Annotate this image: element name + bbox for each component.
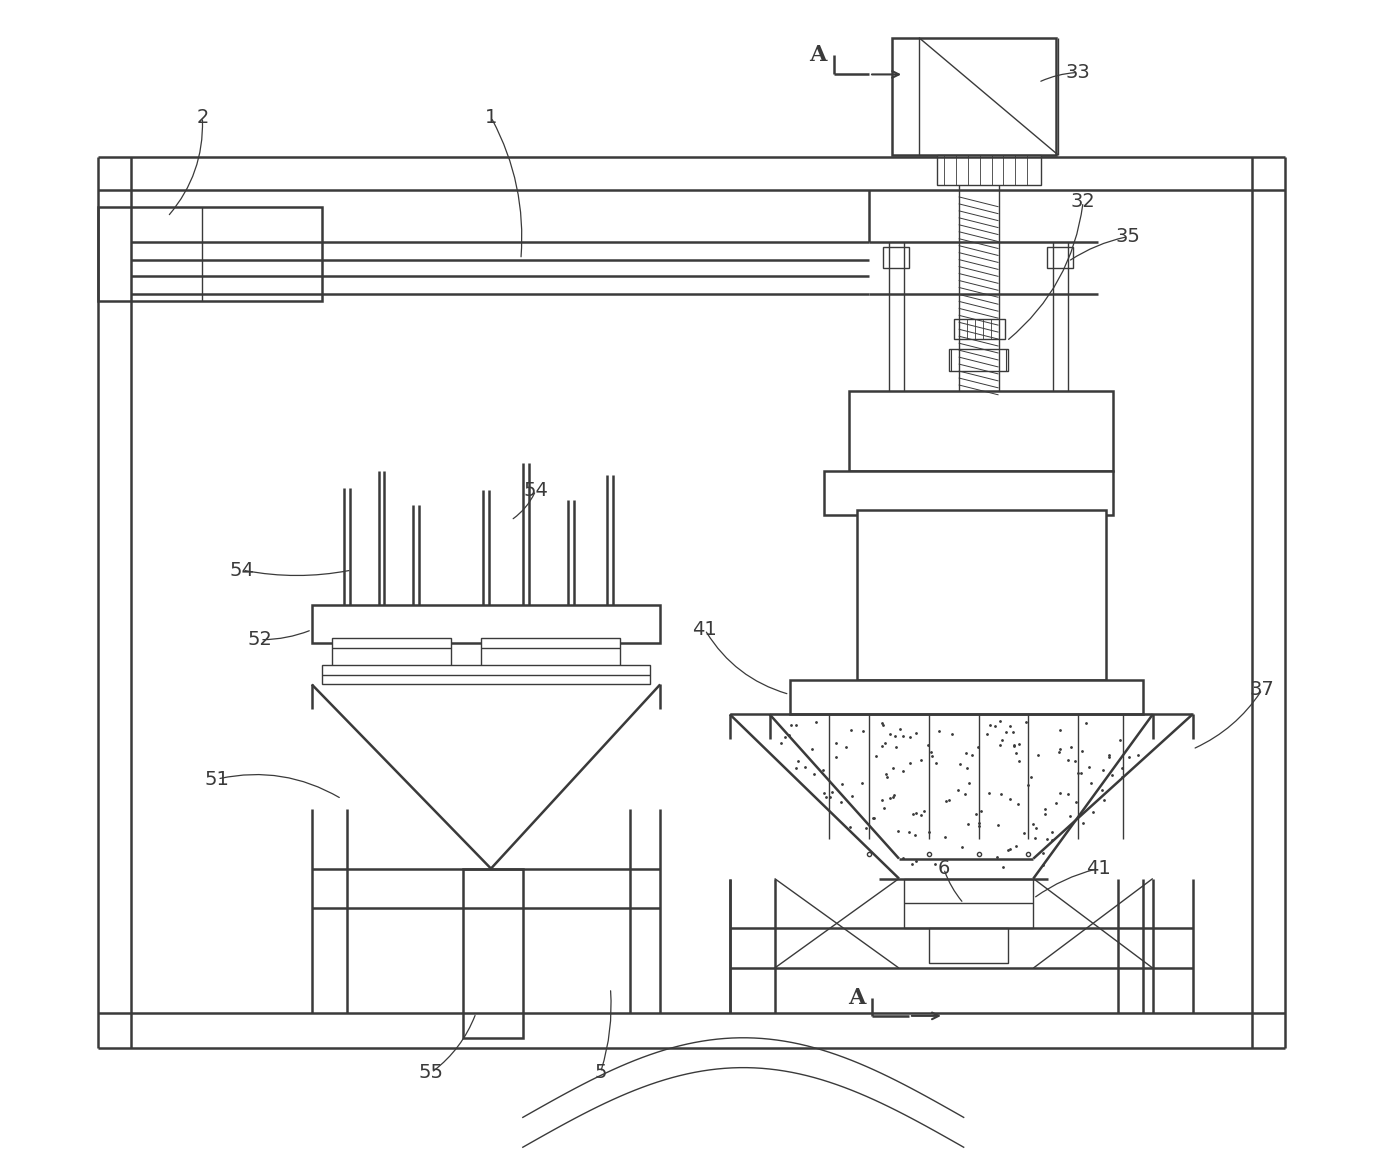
Text: 33: 33 xyxy=(1066,63,1090,82)
Bar xyxy=(332,638,451,668)
Bar xyxy=(954,319,1006,339)
Text: 54: 54 xyxy=(524,481,549,500)
Bar xyxy=(322,664,650,685)
Text: 37: 37 xyxy=(1249,680,1274,699)
Bar xyxy=(883,247,909,269)
Bar xyxy=(929,928,1009,963)
Bar xyxy=(904,879,1034,928)
Bar xyxy=(857,511,1106,679)
Text: 5: 5 xyxy=(594,1063,607,1083)
Bar xyxy=(891,38,1056,155)
Text: 41: 41 xyxy=(1086,859,1110,879)
Text: 2: 2 xyxy=(196,107,209,127)
Text: 6: 6 xyxy=(937,859,949,879)
Text: 51: 51 xyxy=(205,769,229,789)
Bar xyxy=(789,679,1143,715)
Text: 41: 41 xyxy=(692,620,717,639)
Text: 54: 54 xyxy=(229,560,254,580)
Bar xyxy=(312,605,661,642)
Bar xyxy=(949,349,1009,371)
Text: 35: 35 xyxy=(1115,227,1140,246)
Bar xyxy=(849,391,1113,470)
Bar xyxy=(463,868,522,1038)
Text: 1: 1 xyxy=(485,107,498,127)
Bar xyxy=(98,206,322,301)
Bar xyxy=(481,638,621,668)
Bar xyxy=(937,155,1041,184)
Text: 52: 52 xyxy=(247,631,272,649)
Bar xyxy=(1048,247,1074,269)
Text: A: A xyxy=(849,987,867,1009)
Text: A: A xyxy=(808,44,826,66)
Text: 32: 32 xyxy=(1071,193,1096,211)
Bar xyxy=(824,470,1113,515)
Text: 55: 55 xyxy=(419,1063,444,1083)
